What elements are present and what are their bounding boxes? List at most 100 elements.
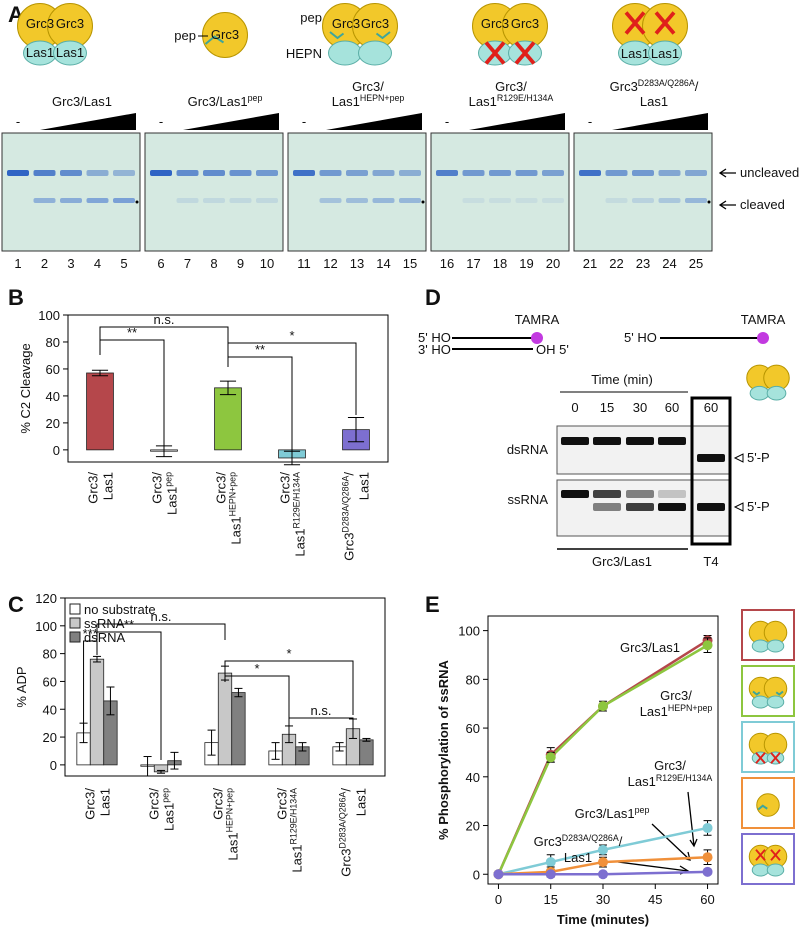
cartoon-subunit bbox=[202, 12, 248, 58]
data-point bbox=[493, 869, 504, 880]
dye-label: TAMRA bbox=[741, 312, 786, 327]
gel-band bbox=[462, 198, 485, 203]
enzyme-label: Grc3/Las1 bbox=[592, 554, 652, 569]
legend-swatch bbox=[69, 631, 81, 643]
cartoon-label: pep bbox=[174, 28, 196, 43]
lane-number: 9 bbox=[237, 256, 244, 271]
gel-band bbox=[593, 437, 621, 445]
significance-bracket bbox=[227, 342, 357, 415]
x-tick-label-run: Grc3/ bbox=[211, 788, 226, 820]
x-tick-label: Grc3/Las1HEPN+pep bbox=[214, 472, 244, 545]
lane-number: 3 bbox=[67, 256, 74, 271]
cartoon-label: Grc3 bbox=[361, 16, 389, 31]
time-title: Time (min) bbox=[591, 372, 653, 387]
legend-label: no substrate bbox=[84, 602, 156, 617]
cartoon-subunit bbox=[358, 40, 392, 66]
inactivation-mark bbox=[484, 41, 506, 65]
data-point bbox=[598, 701, 608, 712]
band-label: cleaved bbox=[740, 197, 785, 212]
titration-wedge bbox=[40, 113, 136, 130]
panel-letter: E bbox=[425, 592, 440, 617]
significance-label: *** bbox=[83, 626, 98, 641]
y-tick-label: 100 bbox=[38, 308, 60, 323]
inactivation-mark bbox=[755, 849, 766, 861]
no-protein-label: - bbox=[445, 114, 449, 129]
x-tick-label-run: Las1 bbox=[357, 472, 372, 500]
cartoon-subunit bbox=[766, 695, 785, 709]
cartoon-subunit bbox=[749, 385, 770, 401]
lane-number: 23 bbox=[636, 256, 650, 271]
data-point bbox=[598, 869, 608, 880]
x-tick-label-run: Grc3 bbox=[339, 849, 354, 877]
gel-band bbox=[515, 198, 538, 203]
x-tick-label-run: R129E/H134A bbox=[289, 788, 299, 845]
y-tick-label: 80 bbox=[46, 335, 60, 350]
cartoon-label: Grc3 bbox=[56, 16, 84, 31]
y-tick-label: 60 bbox=[43, 674, 57, 689]
gel-band bbox=[7, 170, 29, 176]
group-title-run: Grc3/ bbox=[495, 79, 527, 94]
gel-band bbox=[462, 170, 485, 176]
series-label-run: Grc3/ bbox=[654, 758, 686, 773]
lane-number: 1 bbox=[14, 256, 21, 271]
gel-band bbox=[626, 437, 654, 445]
legend-swatch bbox=[69, 603, 81, 615]
cartoon-label: Las1 bbox=[56, 45, 84, 60]
significance-bracket bbox=[224, 675, 290, 725]
product-label: 5'-P bbox=[747, 450, 770, 465]
lane-number: 25 bbox=[689, 256, 703, 271]
series-line bbox=[498, 826, 708, 876]
group-title-run: Grc3/Las1 bbox=[52, 94, 112, 109]
inactivation-mark bbox=[770, 752, 781, 764]
dye-label: TAMRA bbox=[515, 312, 560, 327]
cartoon-label: HEPN bbox=[286, 46, 322, 61]
x-tick-label: Grc3/Las1pep bbox=[150, 472, 180, 515]
significance-bracket bbox=[227, 356, 293, 455]
gel-band bbox=[86, 170, 109, 176]
x-tick-label-run: R129E/H134A bbox=[292, 472, 302, 529]
panel-letter: C bbox=[8, 592, 24, 617]
x-tick-label: Grc3D283A/Q286A/Las1 bbox=[338, 788, 369, 877]
y-tick-label: 20 bbox=[46, 416, 60, 431]
group-title-run: HEPN+pep bbox=[360, 93, 405, 103]
significance-label: * bbox=[289, 328, 294, 343]
x-tick-label-run: Las1 bbox=[229, 516, 244, 544]
gel-band bbox=[256, 198, 278, 203]
significance-label: * bbox=[254, 661, 259, 676]
group-title: Grc3/Las1HEPN+pep bbox=[332, 79, 405, 109]
legend-swatch bbox=[69, 617, 81, 629]
gel-band bbox=[593, 503, 621, 511]
lane-number: 19 bbox=[519, 256, 533, 271]
lane-number: 12 bbox=[323, 256, 337, 271]
lane-number: 11 bbox=[297, 256, 311, 271]
cartoon-label: Grc3 bbox=[481, 16, 509, 31]
cartoon-subunit bbox=[751, 639, 770, 653]
cartoon-label: Grc3 bbox=[511, 16, 539, 31]
series-label-run: Grc3/ bbox=[660, 688, 692, 703]
gel-band bbox=[319, 198, 342, 203]
series-label-run: pep bbox=[635, 805, 650, 815]
y-axis-label: % Phosphorylation of ssRNA bbox=[436, 659, 451, 839]
data-point bbox=[702, 640, 713, 651]
gel-band bbox=[293, 170, 315, 176]
marker bbox=[733, 453, 744, 463]
x-tick-label-run: pep bbox=[161, 788, 171, 803]
cartoon-subunit bbox=[53, 40, 87, 66]
gel-band bbox=[346, 198, 368, 203]
gel-band bbox=[346, 170, 368, 176]
data-point bbox=[598, 857, 608, 868]
series-label-run: Grc3/Las1 bbox=[575, 806, 635, 821]
cartoon-peptide bbox=[757, 804, 768, 811]
y-tick-label: 0 bbox=[50, 758, 57, 773]
significance-label: n.s. bbox=[151, 609, 172, 624]
x-tick-label-run: Grc3/ bbox=[147, 788, 162, 820]
significance-label: n.s. bbox=[311, 703, 332, 718]
gel-dot bbox=[421, 200, 425, 204]
group-title: Grc3/Las1 bbox=[52, 94, 112, 109]
cartoon-subunit bbox=[648, 40, 682, 66]
cartoon-subunit bbox=[756, 793, 780, 817]
lane-number: 22 bbox=[609, 256, 623, 271]
gel-band bbox=[626, 503, 654, 511]
x-tick-label-run: Grc3/ bbox=[86, 472, 101, 504]
